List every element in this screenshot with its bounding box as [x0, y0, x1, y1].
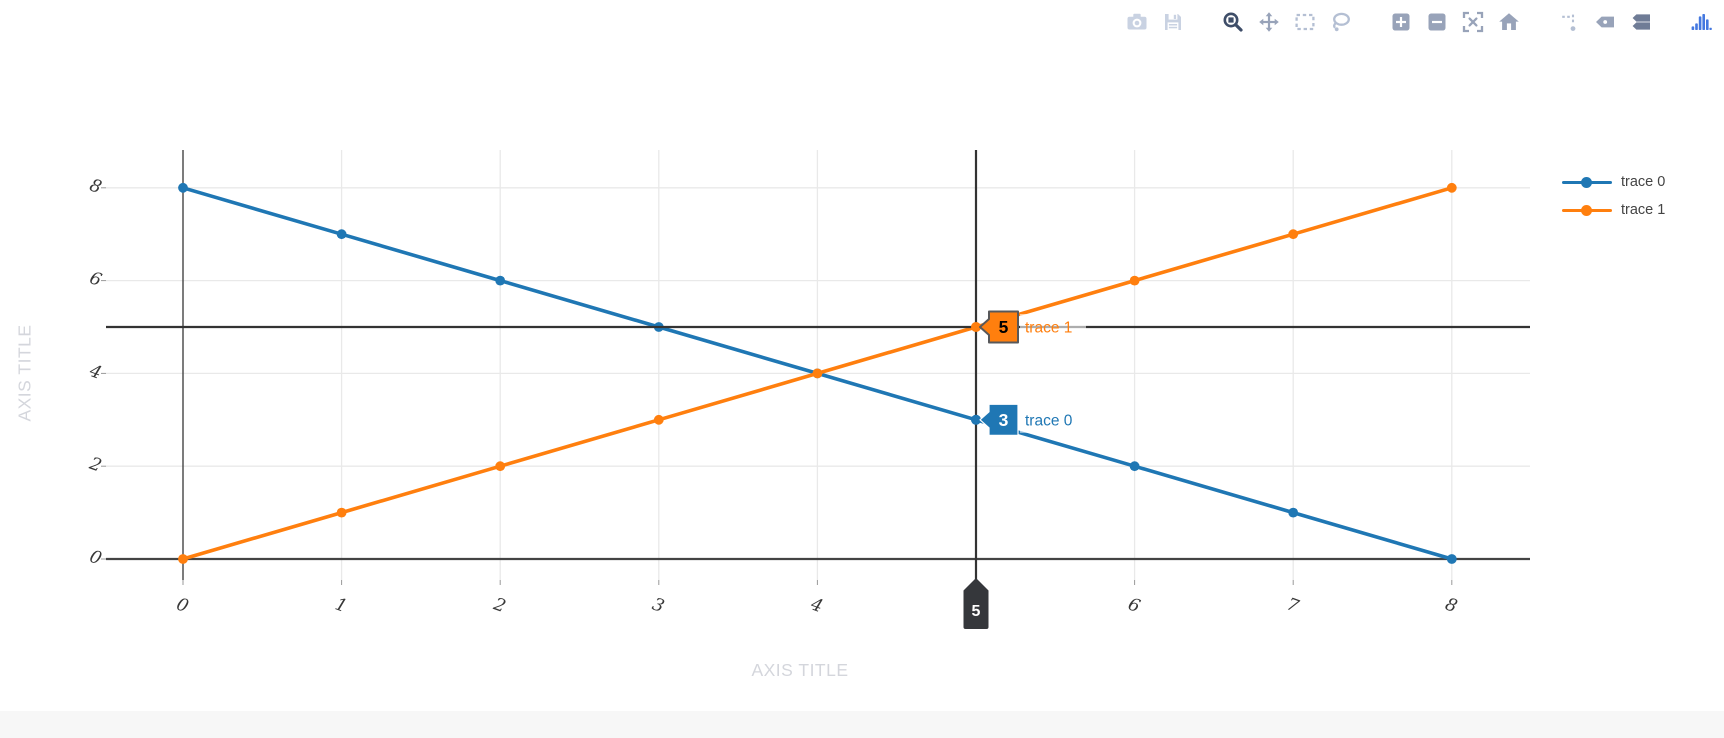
- hover-closest-icon: [1596, 16, 1614, 28]
- zoom-in-button[interactable]: [1386, 7, 1416, 37]
- x-axis-hover-tag-value: 5: [972, 603, 981, 620]
- legend-marker-dot: [1581, 204, 1592, 216]
- x-tick-label: 7: [1284, 595, 1302, 618]
- data-point-trace-0[interactable]: [1129, 461, 1140, 472]
- pan-button[interactable]: [1254, 7, 1284, 37]
- plotly-logo-button[interactable]: [1686, 7, 1716, 37]
- box-select-icon: [1295, 13, 1315, 31]
- legend-label[interactable]: trace 1: [1621, 202, 1666, 218]
- zoom-in-icon: [1392, 13, 1410, 31]
- y-tick-label: 2: [86, 454, 104, 477]
- x-axis-hover-tag: [963, 578, 989, 629]
- legend-item-trace-0[interactable]: trace 0: [1562, 172, 1665, 192]
- legend-item-trace-1[interactable]: trace 1: [1562, 200, 1665, 220]
- toggle-spikelines-button[interactable]: [1554, 7, 1584, 37]
- legend: trace 0 trace 1: [1562, 172, 1665, 220]
- camera-button[interactable]: [1122, 7, 1152, 37]
- box-select-button[interactable]: [1290, 7, 1320, 37]
- data-point-trace-1[interactable]: [178, 554, 188, 564]
- hovered-data-point: [971, 322, 981, 332]
- y-tick-label: 8: [87, 176, 104, 199]
- data-point-trace-0[interactable]: [1446, 554, 1457, 564]
- hover-value-box: [979, 403, 1019, 436]
- data-point-trace-1[interactable]: [495, 461, 506, 472]
- legend-marker-dot: [1581, 176, 1592, 188]
- data-point-trace-1[interactable]: [1129, 275, 1140, 286]
- y-tick-label: 0: [87, 547, 104, 570]
- data-point-trace-1[interactable]: [336, 507, 347, 518]
- data-point-trace-0[interactable]: [336, 229, 347, 240]
- y-axis-title: AXIS TITLE: [14, 324, 35, 422]
- zoom-out-icon: [1428, 13, 1446, 31]
- x-tick-label: 3: [649, 595, 666, 618]
- y-tick-label: 6: [87, 268, 104, 291]
- x-axis-title: AXIS TITLE: [751, 660, 849, 680]
- plotly-logo-icon: [1691, 14, 1712, 30]
- x-tick-label: 0: [174, 595, 191, 618]
- toggle-spikelines-icon: [1562, 14, 1576, 31]
- camera-icon: [1127, 13, 1147, 30]
- x-tick-label: 2: [490, 594, 508, 617]
- y-tick-label: 4: [86, 361, 104, 384]
- data-point-trace-0[interactable]: [1288, 507, 1299, 518]
- hover-trace-name: trace 0: [1025, 412, 1073, 429]
- legend-label[interactable]: trace 0: [1621, 174, 1666, 190]
- hover-value-box: [979, 310, 1019, 344]
- reset-axes-icon: [1499, 13, 1519, 30]
- zoom-icon: [1223, 12, 1243, 32]
- reset-axes-button[interactable]: [1494, 7, 1524, 37]
- hover-value: 5: [999, 317, 1009, 337]
- save-icon: [1165, 14, 1181, 30]
- footer-bar: [0, 711, 1724, 738]
- data-point-trace-1[interactable]: [812, 368, 823, 379]
- modebar: [1116, 7, 1716, 37]
- lasso-select-button[interactable]: [1326, 7, 1356, 37]
- hover-compare-button[interactable]: [1626, 7, 1656, 37]
- autoscale-button[interactable]: [1458, 7, 1488, 37]
- zoom-out-button[interactable]: [1422, 7, 1452, 37]
- zoom-button[interactable]: [1218, 7, 1248, 37]
- hover-label-fade: [1020, 314, 1086, 340]
- pan-icon: [1259, 12, 1279, 32]
- hover-compare-icon: [1632, 14, 1650, 30]
- x-tick-label: 4: [807, 594, 825, 617]
- data-point-trace-0[interactable]: [495, 275, 506, 286]
- data-point-trace-1[interactable]: [653, 414, 664, 425]
- legend-line-sample: [1562, 204, 1612, 217]
- x-tick-label: 6: [1125, 595, 1142, 618]
- legend-line-sample: [1562, 176, 1612, 189]
- hover-closest-button[interactable]: [1590, 7, 1620, 37]
- save-button[interactable]: [1158, 7, 1188, 37]
- autoscale-icon: [1462, 11, 1484, 33]
- hover-label-fade: [1020, 406, 1086, 433]
- data-point-trace-1[interactable]: [1288, 229, 1299, 240]
- hover-value: 3: [999, 410, 1009, 430]
- x-tick-label: 8: [1442, 595, 1459, 618]
- data-point-trace-0[interactable]: [178, 182, 188, 193]
- hover-trace-name: trace 1: [1025, 320, 1072, 337]
- hovered-data-point: [971, 414, 981, 425]
- hover-label-trace-0: 3 trace 0: [979, 403, 1086, 436]
- x-tick-label: 1: [332, 595, 349, 618]
- data-point-trace-1[interactable]: [1446, 182, 1457, 193]
- hover-label-trace-1: 5 trace 1: [979, 310, 1086, 344]
- lasso-select-icon: [1332, 12, 1350, 32]
